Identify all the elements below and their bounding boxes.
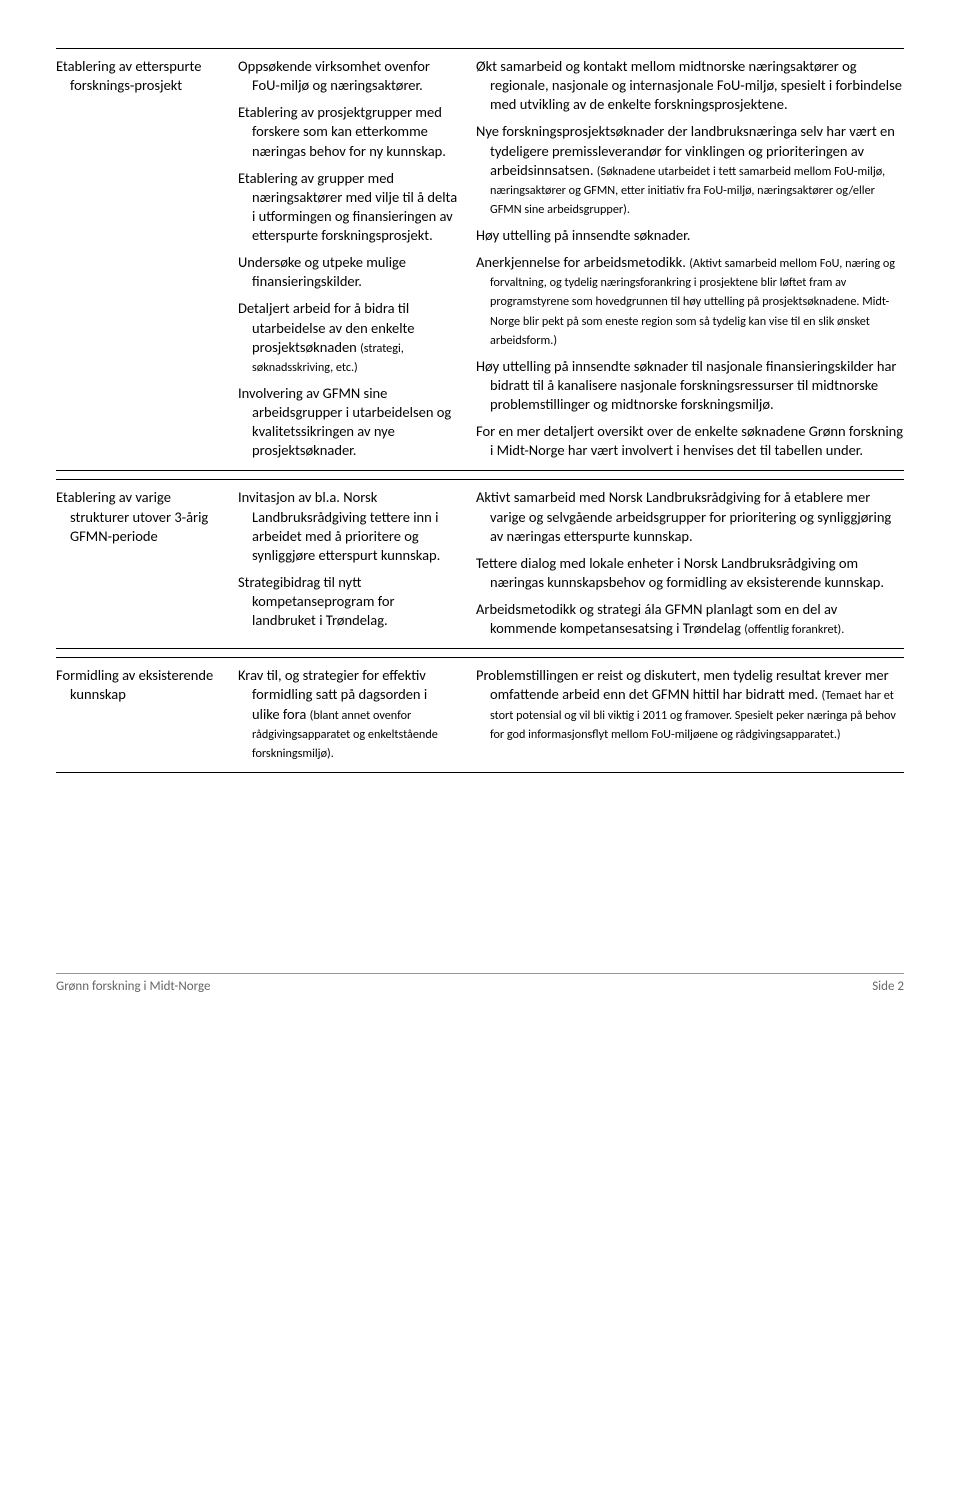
row-heading-cell: Formidling av eksisterende kunnskap (56, 666, 238, 762)
para-main: Strategibidrag til nytt kompetanseprogra… (238, 573, 395, 629)
para-main: Etablering av grupper med næringsaktører… (238, 169, 457, 244)
para-main: Involvering av GFMN sine arbeidsgrupper … (238, 384, 451, 459)
paragraph: Etablering av prosjektgrupper med forske… (238, 103, 458, 160)
para-main: Høy uttelling på innsendte søknader til … (476, 357, 896, 413)
paragraph: Arbeidsmetodikk og strategi ála GFMN pla… (476, 600, 904, 638)
row-heading-cell: Etablering av varige strukturer utover 3… (56, 488, 238, 638)
paragraph: Oppsøkende virksomhet ovenfor FoU-miljø … (238, 57, 458, 95)
paragraph: Involvering av GFMN sine arbeidsgrupper … (238, 384, 458, 461)
paragraph: Strategibidrag til nytt kompetanseprogra… (238, 573, 458, 630)
para-main: Økt samarbeid og kontakt mellom midtnors… (476, 57, 902, 113)
paragraph: Detaljert arbeid for å bidra til utarbei… (238, 299, 458, 376)
row-heading-cell: Etablering av etterspurte forsknings-pro… (56, 57, 238, 460)
para-main: Høy uttelling på innsendte søknader. (476, 226, 690, 244)
table-row: Formidling av eksisterende kunnskap Krav … (56, 657, 904, 773)
row-right-cell: Aktivt samarbeid med Norsk Landbruksrådg… (476, 488, 904, 638)
row-middle-cell: Invitasjon av bl.a. Norsk Landbruksrådgi… (238, 488, 476, 638)
row-middle-cell: Oppsøkende virksomhet ovenfor FoU-miljø … (238, 57, 476, 460)
paragraph: Anerkjennelse for arbeidsmetodikk. (Akti… (476, 253, 904, 349)
paragraph: Problemstillingen er reist og diskutert,… (476, 666, 904, 743)
footer-right: Side 2 (872, 978, 904, 995)
row-heading: Etablering av etterspurte forsknings-pro… (56, 57, 228, 95)
row-heading: Formidling av eksisterende kunnskap (56, 666, 228, 704)
paragraph: Undersøke og utpeke mulige finansierings… (238, 253, 458, 291)
para-main: Etablering av prosjektgrupper med forske… (238, 103, 446, 159)
row-right-cell: Problemstillingen er reist og diskutert,… (476, 666, 904, 762)
para-small: (offentlig forankret). (744, 622, 844, 637)
page-footer: Grønn forskning i Midt-Norge Side 2 (56, 973, 904, 995)
paragraph: Krav til, og strategier for effektiv for… (238, 666, 458, 762)
footer-left: Grønn forskning i Midt-Norge (56, 978, 210, 995)
para-main: Aktivt samarbeid med Norsk Landbruksrådg… (476, 488, 891, 544)
row-right-cell: Økt samarbeid og kontakt mellom midtnors… (476, 57, 904, 460)
table-row: Etablering av varige strukturer utover 3… (56, 479, 904, 649)
paragraph: Høy uttelling på innsendte søknader til … (476, 357, 904, 414)
paragraph: Aktivt samarbeid med Norsk Landbruksrådg… (476, 488, 904, 545)
para-main: Tettere dialog med lokale enheter i Nors… (476, 554, 884, 591)
para-main: Invitasjon av bl.a. Norsk Landbruksrådgi… (238, 488, 440, 563)
para-main: Undersøke og utpeke mulige finansierings… (238, 253, 406, 290)
paragraph: Høy uttelling på innsendte søknader. (476, 226, 904, 245)
paragraph: Etablering av grupper med næringsaktører… (238, 169, 458, 246)
paragraph: Nye forskningsprosjektsøknader der landb… (476, 122, 904, 218)
para-main: For en mer detaljert oversikt over de en… (476, 422, 903, 459)
row-middle-cell: Krav til, og strategier for effektiv for… (238, 666, 476, 762)
table-body: Etablering av etterspurte forsknings-pro… (56, 48, 904, 773)
paragraph: Invitasjon av bl.a. Norsk Landbruksrådgi… (238, 488, 458, 565)
para-main: Anerkjennelse for arbeidsmetodikk. (476, 253, 689, 271)
paragraph: Tettere dialog med lokale enheter i Nors… (476, 554, 904, 592)
para-main: Oppsøkende virksomhet ovenfor FoU-miljø … (238, 57, 430, 94)
row-heading: Etablering av varige strukturer utover 3… (56, 488, 228, 545)
paragraph: Økt samarbeid og kontakt mellom midtnors… (476, 57, 904, 114)
paragraph: For en mer detaljert oversikt over de en… (476, 422, 904, 460)
table-row: Etablering av etterspurte forsknings-pro… (56, 48, 904, 471)
